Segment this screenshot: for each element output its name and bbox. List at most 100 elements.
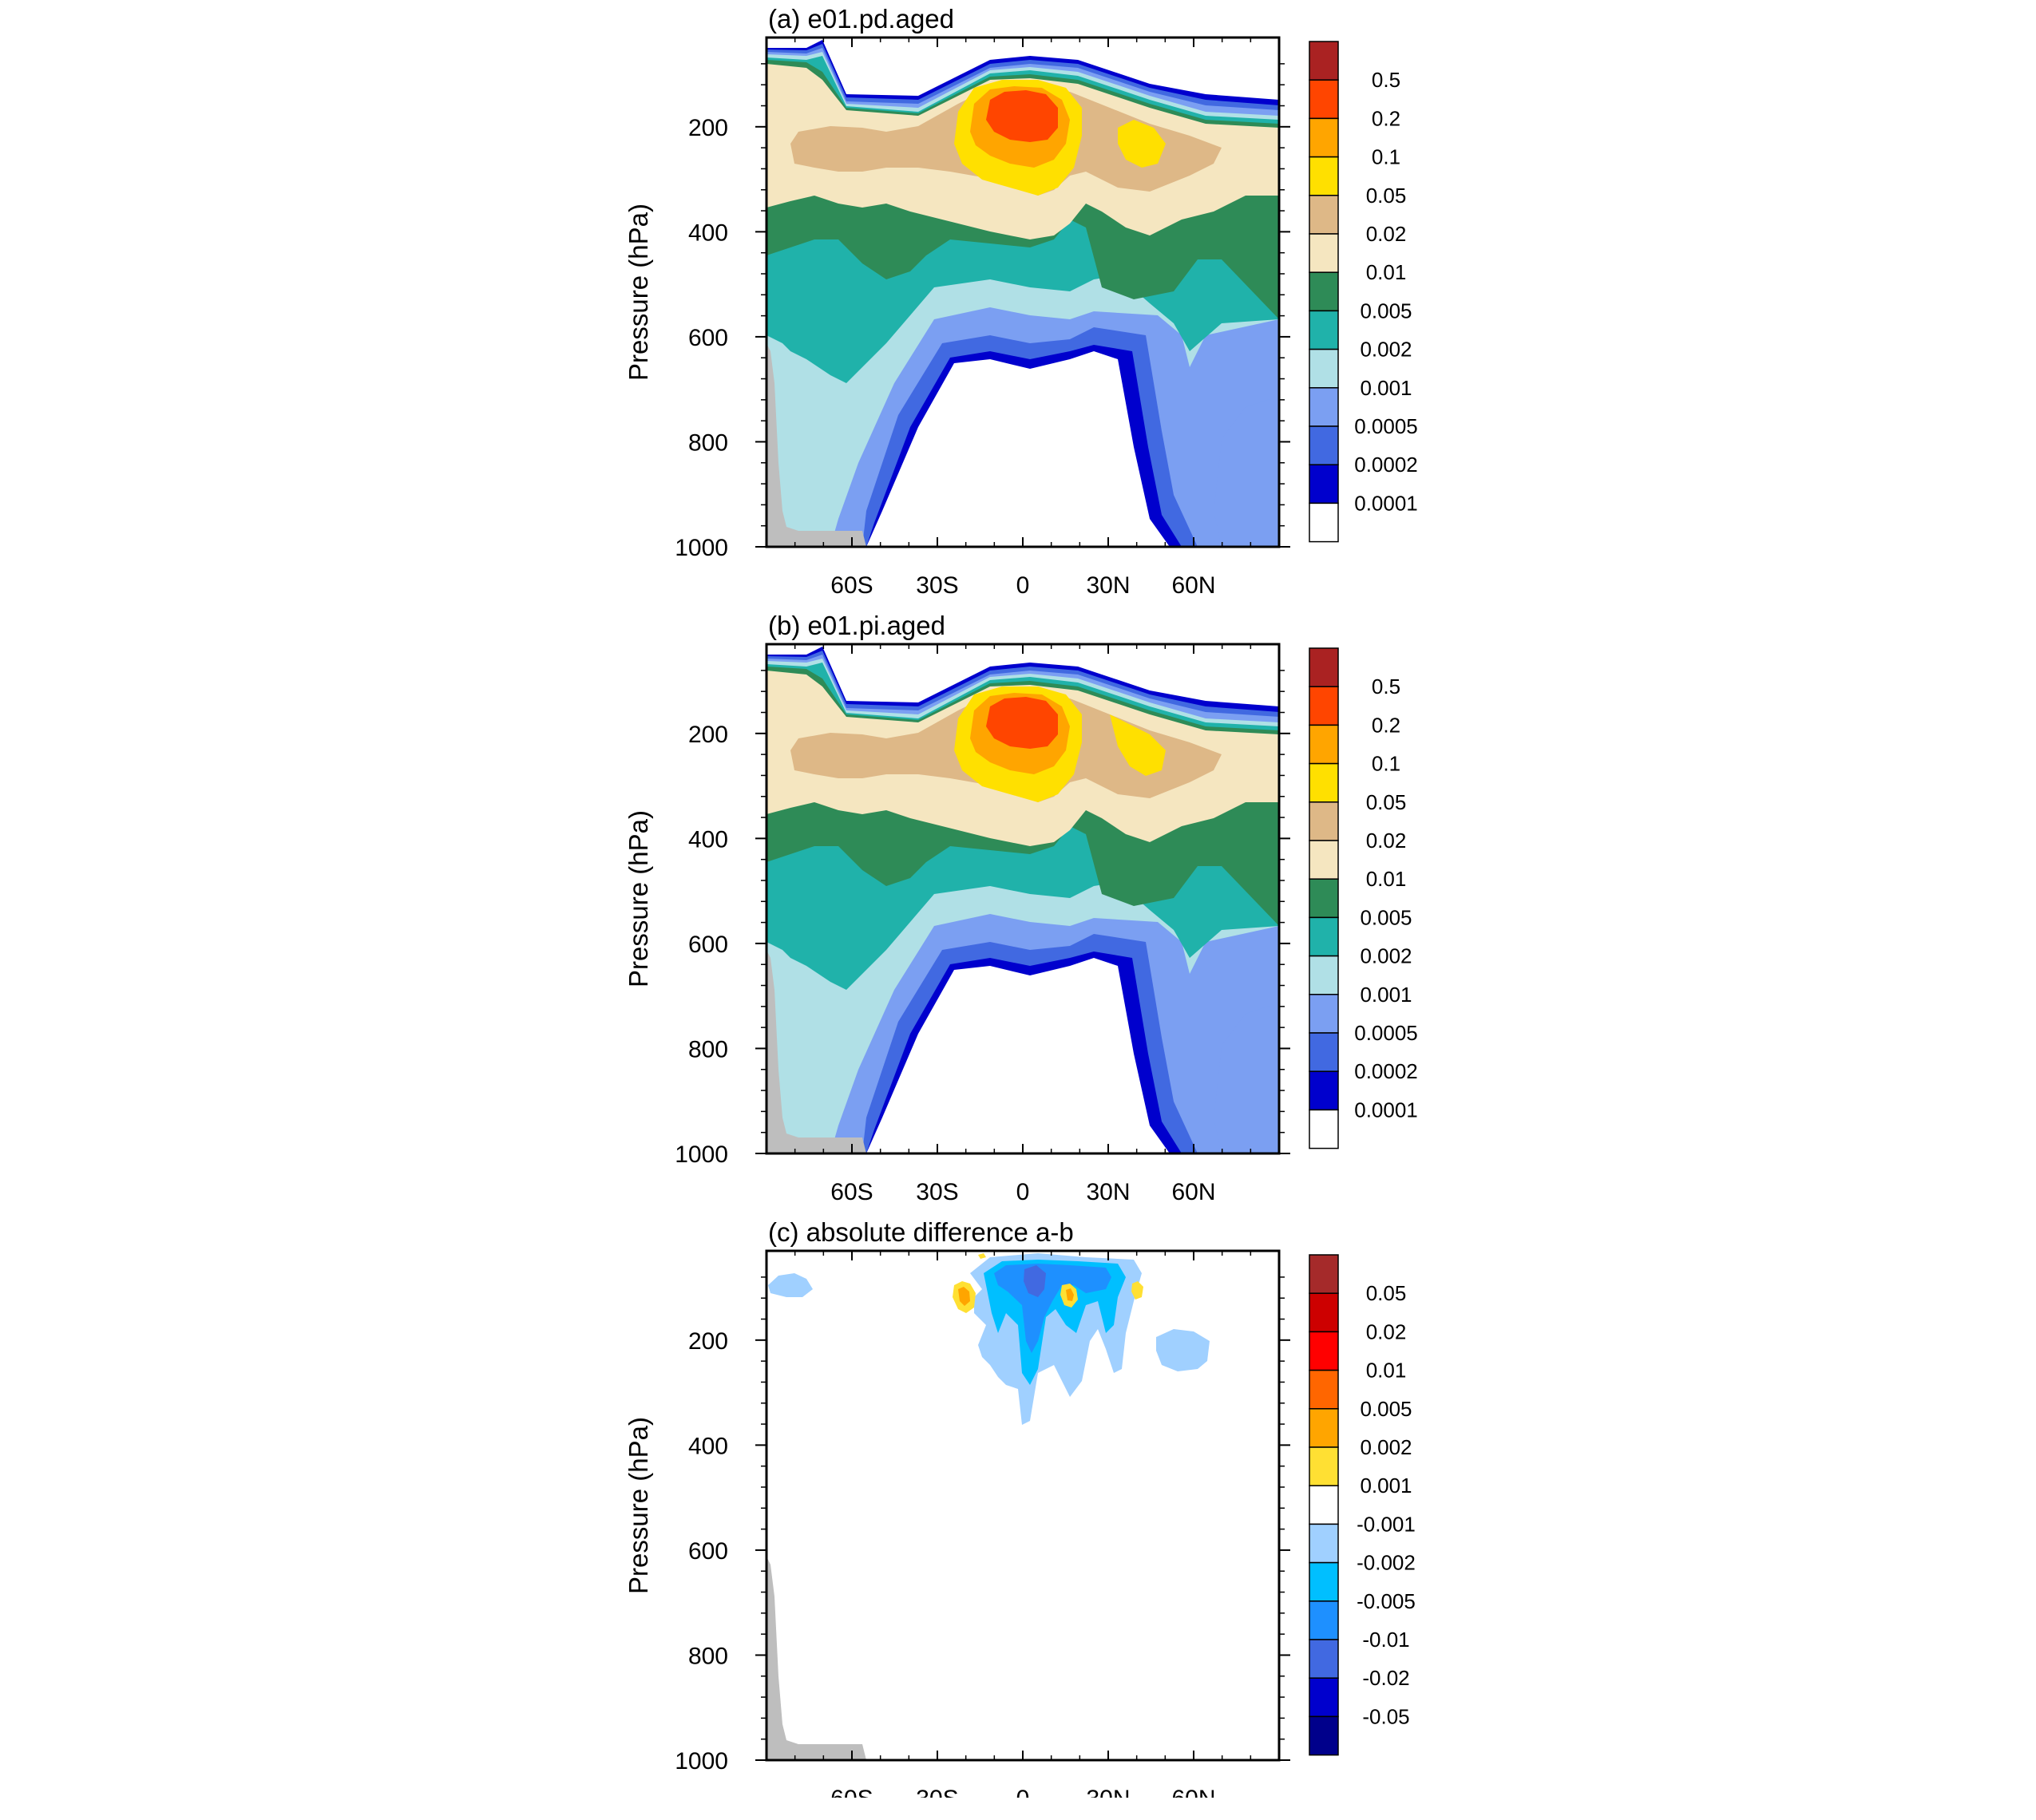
colorbar-box	[1309, 878, 1339, 919]
x-tick-label: 30N	[1086, 1179, 1130, 1205]
y-tick-label: 800	[688, 429, 728, 456]
y-tick-label: 800	[688, 1643, 728, 1669]
colorbar-box	[1309, 1561, 1339, 1602]
colorbar-label: 0.001	[1360, 983, 1412, 1007]
colorbar-box	[1309, 195, 1339, 235]
colorbar-label: 0.2	[1372, 106, 1400, 130]
colorbar-box	[1309, 464, 1339, 504]
contour-band-0.0005-ne	[1214, 1006, 1279, 1153]
diff-band-neg0.001-sh	[768, 1273, 813, 1297]
colorbar-box	[1309, 233, 1339, 273]
colorbar-label: 0.01	[1366, 867, 1407, 891]
colorbar-box	[1309, 686, 1339, 726]
x-tick-label: 30S	[916, 572, 958, 599]
diff-band-pos0.005-b	[1066, 1288, 1074, 1301]
colorbar-label: 0.02	[1366, 222, 1407, 246]
colorbar-box	[1309, 955, 1339, 995]
panel-a: (a) e01.pd.aged Pressure (hPa) 60S 30S 0 30…	[0, 0, 2036, 607]
missing-data	[766, 343, 866, 547]
colorbar-box	[1309, 41, 1339, 81]
diff-band-pos0.002-c	[1131, 1281, 1143, 1300]
diff-band-pos0.005-a	[958, 1287, 970, 1306]
colorbar-box	[1309, 502, 1339, 543]
colorbar-box	[1309, 1292, 1339, 1333]
colorbar-label: 0.0002	[1354, 453, 1418, 477]
colorbar-label: 0.0001	[1354, 1098, 1418, 1122]
colorbar-label: 0.1	[1372, 145, 1400, 169]
axes: 60S 30S 0 30N 60N 200 400 600 800 1000	[675, 1251, 1290, 1798]
colorbar-box	[1309, 348, 1339, 389]
colorbar-box	[1309, 1331, 1339, 1371]
colorbar-label: 0.02	[1366, 829, 1407, 853]
colorbar-label: 0.1	[1372, 752, 1400, 776]
colorbar-box	[1309, 1254, 1339, 1294]
x-tick-label: 0	[1016, 572, 1030, 599]
colorbar-label: -0.05	[1362, 1704, 1409, 1728]
colorbar-box	[1309, 840, 1339, 880]
colorbar-label: 0.05	[1366, 790, 1407, 814]
y-tick-label: 600	[688, 325, 728, 351]
y-tick-label: 1000	[675, 535, 728, 561]
colorbar-box	[1309, 271, 1339, 312]
panel-title: (a) e01.pd.aged	[768, 4, 954, 34]
y-tick-label: 200	[688, 722, 728, 748]
colorbar-box	[1309, 1070, 1339, 1111]
colorbar-label: -0.002	[1357, 1551, 1416, 1575]
colorbar-box	[1309, 1639, 1339, 1679]
panel-c: (c) absolute difference a-b Pressure (hP…	[0, 1213, 2036, 1820]
colorbar-label: -0.02	[1362, 1666, 1409, 1690]
colorbar-label: 0.001	[1360, 376, 1412, 400]
colorbar-box	[1309, 1600, 1339, 1640]
colorbar-label: 0.01	[1366, 260, 1407, 284]
y-tick-label: 400	[688, 826, 728, 853]
colorbar-label: 0.2	[1372, 713, 1400, 737]
y-axis-label: Pressure (hPa)	[624, 204, 653, 381]
colorbar-label: 0.005	[1360, 299, 1412, 322]
x-tick-label: 30S	[916, 1786, 958, 1798]
y-tick-label: 400	[688, 220, 728, 246]
colorbar-box	[1309, 1715, 1339, 1756]
colorbar: 0.5 0.2 0.1 0.05 0.02 0.01 0.005 0.002 0.001 0.00…	[1309, 41, 1418, 543]
colorbar-label: 0.05	[1366, 184, 1407, 208]
colorbar-label: 0.5	[1372, 675, 1400, 698]
y-tick-label: 1000	[675, 1141, 728, 1168]
colorbar-box	[1309, 425, 1339, 465]
diff-band-pos0.002-d	[978, 1253, 986, 1259]
y-axis-label: Pressure (hPa)	[624, 1417, 653, 1594]
colorbar-label: 0.0005	[1354, 1021, 1418, 1045]
y-tick-label: 800	[688, 1036, 728, 1062]
colorbar-box	[1309, 1446, 1339, 1486]
y-tick-label: 1000	[675, 1748, 728, 1774]
colorbar-box	[1309, 1485, 1339, 1525]
colorbar-label: 0.02	[1366, 1320, 1407, 1343]
x-tick-label: 30N	[1086, 572, 1130, 599]
x-tick-label: 0	[1016, 1179, 1030, 1205]
colorbar-label: 0.002	[1360, 944, 1412, 968]
panel-title: (c) absolute difference a-b	[768, 1217, 1074, 1247]
y-tick-label: 400	[688, 1433, 728, 1459]
colorbar-label: 0.05	[1366, 1281, 1407, 1305]
colorbar-box	[1309, 762, 1339, 803]
colorbar-label: 0.005	[1360, 1397, 1412, 1421]
x-tick-label: 0	[1016, 1786, 1030, 1798]
colorbar-label: -0.001	[1357, 1512, 1416, 1536]
colorbar-box	[1309, 156, 1339, 196]
colorbar-label: 0.5	[1372, 68, 1400, 92]
panel-b: (b) e01.pi.aged Pressure (hPa) 60S 30S 0 30…	[0, 607, 2036, 1213]
contour-field	[766, 644, 1279, 1153]
colorbar-box	[1309, 310, 1339, 350]
colorbar: 0.05 0.02 0.01 0.005 0.002 0.001 -0.001 -0.002 -…	[1309, 1254, 1416, 1756]
y-tick-label: 600	[688, 1538, 728, 1565]
colorbar-box	[1309, 724, 1339, 765]
panel-a-svg: (a) e01.pd.aged Pressure (hPa) 60S 30S 0 30…	[624, 4, 1418, 599]
diff-band-neg0.01	[1024, 1265, 1046, 1297]
x-tick-label: 60S	[830, 1786, 873, 1798]
colorbar-label: -0.005	[1357, 1589, 1416, 1613]
x-tick-label: 60S	[830, 572, 873, 599]
x-tick-label: 30S	[916, 1179, 958, 1205]
x-tick-label: 60N	[1171, 1786, 1215, 1798]
x-tick-label: 60N	[1171, 572, 1215, 599]
panel-b-svg: (b) e01.pi.aged Pressure (hPa) 60S 30S 0 30…	[624, 611, 1418, 1205]
colorbar-label: 0.0005	[1354, 414, 1418, 438]
x-tick-label: 60S	[830, 1179, 873, 1205]
